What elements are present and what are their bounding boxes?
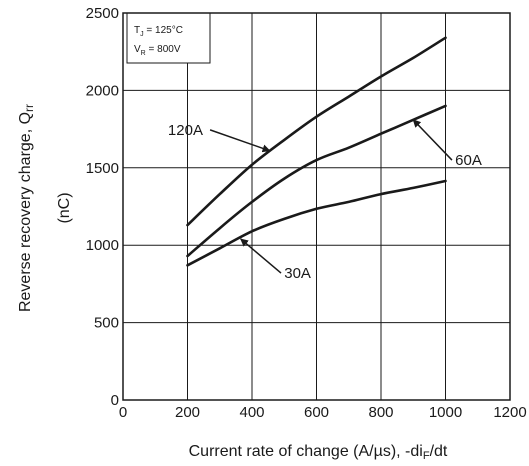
y-tick-label: 2000 xyxy=(86,82,119,99)
series-label-120A: 120A xyxy=(168,122,203,139)
x-tick-label: 400 xyxy=(239,404,264,421)
y-tick-label: 1000 xyxy=(86,237,119,254)
series-line-60A xyxy=(186,104,447,258)
tj-condition: TJ = 125°C xyxy=(134,25,183,38)
y-tick-label: 0 xyxy=(111,392,119,409)
series-line-120A xyxy=(186,36,447,227)
y-tick-label: 2500 xyxy=(86,5,119,22)
y-axis-unit: (nC) xyxy=(56,192,73,223)
x-axis-ticks: 0 200 400 600 800 1000 1200 xyxy=(119,404,527,421)
x-axis-title: Current rate of change (A/µs), -diF/dt xyxy=(189,443,448,462)
x-tick-label: 200 xyxy=(175,404,200,421)
vr-condition: VR = 800V xyxy=(134,44,181,57)
series-label-30A: 30A xyxy=(284,265,311,282)
series-label-60A: 60A xyxy=(455,152,482,169)
pointer-30A xyxy=(240,238,282,274)
grid xyxy=(123,13,510,400)
x-tick-label: 600 xyxy=(304,404,329,421)
x-tick-label: 800 xyxy=(368,404,393,421)
series-labels: 120A 60A 30A xyxy=(168,119,482,282)
y-tick-label: 500 xyxy=(94,315,119,332)
plot-frame xyxy=(122,12,511,401)
pointer-120A xyxy=(209,129,271,153)
series-lines xyxy=(186,36,447,267)
x-tick-label: 1200 xyxy=(493,404,526,421)
series-line-30A xyxy=(186,179,447,267)
conditions-legend: TJ = 125°C VR = 800V xyxy=(126,12,211,64)
conditions-box xyxy=(126,12,211,64)
x-tick-label: 1000 xyxy=(429,404,462,421)
y-axis-ticks: 0 500 1000 1500 2000 2500 xyxy=(86,5,119,409)
pointer-60A xyxy=(412,119,453,161)
y-tick-label: 1500 xyxy=(86,160,119,177)
y-axis-title: Reverse recovery charge, Qrr xyxy=(17,104,36,312)
x-tick-label: 0 xyxy=(119,404,127,421)
